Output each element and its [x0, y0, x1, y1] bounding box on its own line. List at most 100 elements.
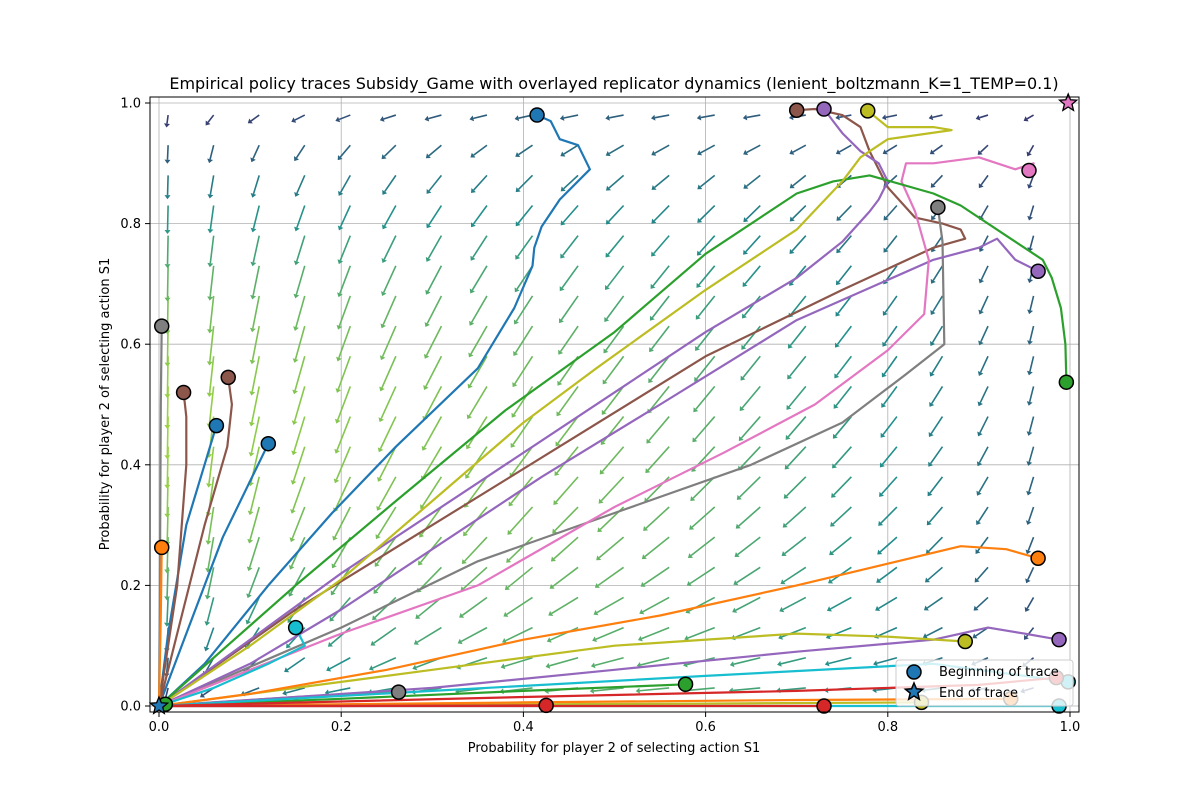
trace-start-marker [175, 384, 192, 401]
field-arrow [545, 656, 579, 669]
field-arrow [978, 325, 989, 346]
field-arrow [424, 114, 442, 122]
field-arrow [379, 325, 397, 361]
field-arrow [206, 356, 215, 397]
field-arrow [879, 446, 898, 468]
trace-line [158, 207, 946, 708]
field-arrow [740, 355, 761, 381]
field-arrow [835, 325, 852, 348]
field-arrow [604, 295, 625, 322]
field-arrow [513, 325, 534, 357]
field-arrow [205, 114, 215, 126]
field-arrow [743, 235, 761, 255]
field-arrow [695, 295, 716, 320]
field-arrow [249, 295, 260, 333]
field-arrow [248, 386, 260, 427]
field-arrow [422, 386, 443, 421]
field-arrow [246, 536, 260, 572]
field-arrow [882, 144, 898, 155]
field-arrow [334, 386, 352, 424]
field-arrow [203, 627, 215, 652]
field-arrow [459, 596, 488, 618]
field-arrow [825, 626, 852, 640]
field-arrow [743, 204, 761, 223]
field-arrow [336, 325, 352, 362]
field-arrow [789, 144, 807, 155]
field-arrow [743, 144, 761, 156]
y-tick-label: 0.8 [120, 217, 141, 232]
field-arrow [734, 536, 761, 557]
field-arrow [291, 114, 306, 123]
field-arrow [977, 355, 989, 376]
field-arrow [420, 446, 443, 481]
field-arrow [596, 536, 625, 561]
field-arrow [831, 476, 852, 498]
field-arrow [292, 356, 306, 395]
trace-line [157, 392, 188, 707]
y-tick-label: 0.4 [120, 458, 141, 473]
field-arrow [976, 446, 989, 467]
field-arrow [832, 416, 852, 439]
field-arrow [876, 566, 898, 583]
y-axis-label: Probability for player 2 of selecting ac… [98, 258, 113, 550]
field-arrow [425, 144, 442, 159]
field-arrow [337, 205, 352, 231]
field-arrow [649, 295, 670, 321]
field-arrow [930, 174, 944, 188]
field-arrow [1026, 416, 1035, 436]
field-arrow [470, 144, 488, 158]
field-arrow [560, 204, 579, 226]
field-arrow [929, 325, 944, 346]
field-arrow [245, 597, 260, 625]
field-arrow [377, 446, 397, 482]
x-axis-label: Probability for player 2 of selecting ac… [468, 741, 760, 756]
field-arrow [695, 325, 716, 351]
field-arrow [977, 416, 989, 437]
field-arrow [249, 325, 260, 365]
field-arrow [468, 325, 488, 358]
field-arrow [382, 174, 397, 195]
field-arrow [882, 295, 898, 316]
field-arrow [697, 204, 716, 223]
field-arrow [511, 385, 534, 418]
field-arrow [639, 596, 670, 615]
field-arrow [290, 446, 306, 485]
field-arrow [555, 416, 579, 447]
field-arrow [781, 536, 807, 557]
field-arrow [928, 416, 944, 437]
field-arrow [649, 325, 670, 353]
trace-line [158, 545, 1039, 708]
field-arrow [977, 386, 989, 407]
field-arrow [469, 265, 488, 294]
field-arrow [930, 235, 944, 253]
field-arrow [603, 325, 625, 354]
trace-start-marker [153, 318, 170, 334]
trace-line [158, 107, 967, 707]
field-arrow [337, 235, 352, 265]
field-arrow [335, 355, 352, 393]
field-arrow [883, 235, 898, 253]
legend-marker-begin [906, 664, 922, 680]
field-arrow [651, 144, 670, 156]
trace-start-marker [860, 103, 876, 119]
field-arrow [923, 596, 943, 611]
legend-label-end: End of trace [939, 686, 1018, 701]
field-arrow [282, 687, 305, 696]
field-arrow [600, 416, 625, 445]
field-arrow [598, 476, 625, 504]
field-arrow [732, 596, 761, 613]
field-arrow [380, 295, 397, 329]
field-arrow [248, 416, 260, 457]
field-arrow [829, 536, 852, 556]
field-arrow [605, 114, 624, 121]
field-arrow [546, 626, 579, 643]
field-arrow [457, 626, 488, 645]
field-arrow [293, 235, 306, 266]
trace-line [158, 174, 1068, 707]
field-arrow [929, 355, 944, 377]
field-arrow [376, 476, 397, 511]
field-arrow [697, 174, 716, 190]
field-arrow [651, 114, 670, 121]
field-arrow [469, 295, 488, 326]
field-arrow [249, 356, 260, 396]
